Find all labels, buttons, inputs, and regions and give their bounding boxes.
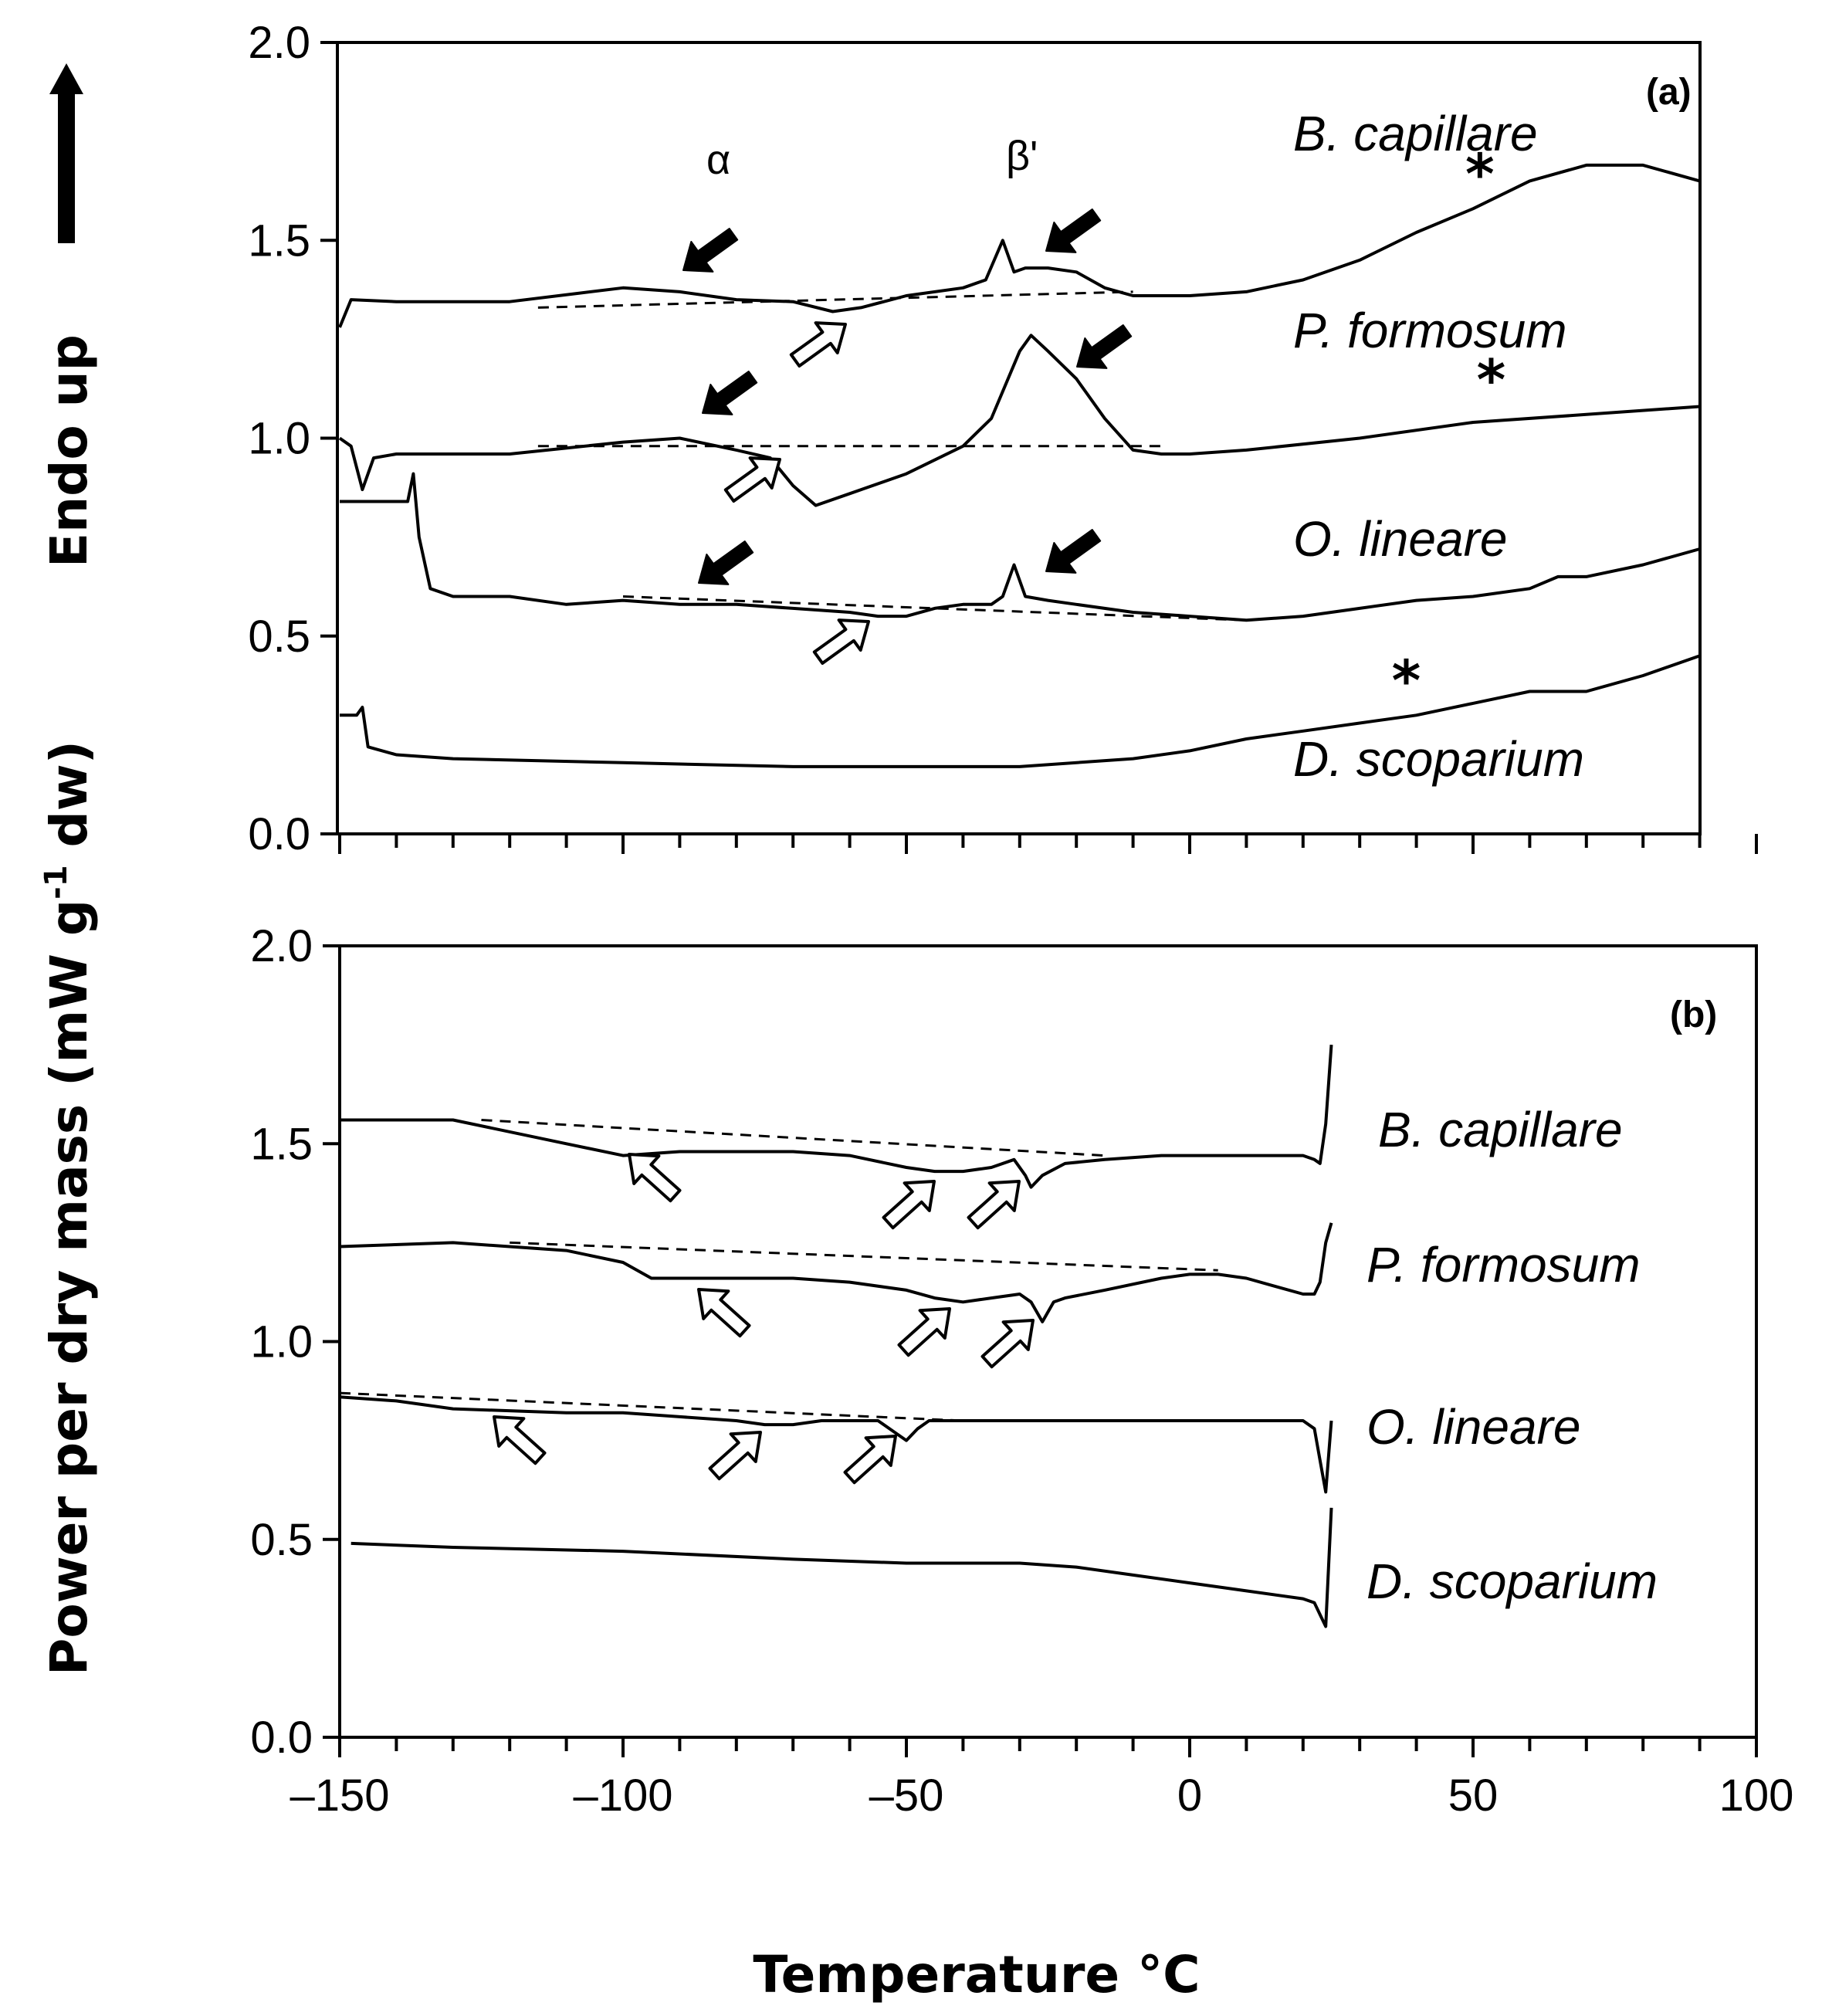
endotherm-arrow-icon (1076, 324, 1133, 369)
y-tick-label: 0.5 (248, 612, 310, 662)
x-tick-label: 100 (1719, 1770, 1794, 1821)
series-label-o-lineare: O. lineare (1293, 511, 1507, 567)
x-axis-title: Temperature °C (753, 1945, 1200, 2004)
star-marker: * (1392, 648, 1421, 713)
y-tick-label: 1.5 (248, 215, 310, 266)
baseline-b-capillare (537, 290, 1133, 309)
x-tick-label: 0 (1177, 1770, 1202, 1821)
y-tick-label: 0.5 (250, 1515, 313, 1565)
star-marker: * (1477, 347, 1506, 412)
series-line-d-scoparium (340, 654, 1701, 768)
series-label-b-capillare: B. capillare (1378, 1102, 1623, 1157)
series-label-p-formosum: P. formosum (1293, 303, 1567, 358)
y-tick-label: 2.0 (248, 18, 310, 68)
panel-b-label: (b) (1670, 994, 1717, 1035)
star-marker: * (1465, 141, 1495, 206)
series-label-b-capillare: B. capillare (1293, 106, 1538, 161)
x-tick-label: 50 (1448, 1770, 1499, 1821)
series-line-o-lineare (339, 1395, 1333, 1494)
x-tick-label: –50 (869, 1770, 944, 1821)
endotherm-arrow-icon (682, 228, 739, 273)
exotherm-arrow-icon (493, 1415, 547, 1465)
exotherm-arrow-icon (723, 456, 781, 503)
y-tick-label: 1.0 (248, 414, 310, 464)
baseline-b-capillare (481, 1119, 1105, 1157)
exotherm-arrow-icon (882, 1180, 936, 1230)
baseline-o-lineare (622, 595, 1247, 622)
endotherm-arrow-icon (698, 540, 754, 585)
panel-b-frame (338, 944, 1758, 1739)
panel-b-axes: 0.0 0.5 1.0 1.5 2.0 –150 –100 –50 0 50 100 (250, 921, 1793, 1821)
endotherm-arrow-icon (702, 371, 758, 415)
exotherm-arrow-icon (967, 1180, 1021, 1230)
exotherm-arrow-icon (628, 1153, 682, 1203)
y-tick-label: 0.0 (248, 809, 310, 859)
endotherm-arrow-icon (1045, 529, 1102, 574)
endotherm-arrow-icon (1045, 208, 1102, 253)
panel-b-plot: B. capillare P. formosum O. lineare D. scop… (339, 1044, 1658, 1628)
series-line-p-formosum (339, 1222, 1333, 1323)
x-tick-label: –100 (573, 1770, 672, 1821)
y-axis-title: Power per dry mass (mW g-1 dw) (39, 740, 99, 1675)
panel-a-axes: 0.0 0.5 1.0 1.5 2.0 (248, 18, 1758, 859)
endo-up-label: Endo up (39, 334, 99, 568)
exotherm-arrow-icon (789, 321, 847, 368)
exotherm-arrow-icon (708, 1431, 762, 1481)
baseline-o-lineare (339, 1391, 963, 1422)
exotherm-arrow-icon (980, 1319, 1035, 1369)
series-line-b-capillare (338, 163, 1701, 328)
baseline-p-formosum (510, 1241, 1218, 1272)
series-label-d-scoparium: D. scoparium (1366, 1554, 1658, 1609)
series-line-p-formosum (338, 334, 1700, 507)
series-line-d-scoparium (351, 1507, 1333, 1628)
panel-a-label: (a) (1646, 72, 1692, 113)
series-label-d-scoparium: D. scoparium (1293, 731, 1584, 787)
exotherm-arrow-icon (843, 1435, 897, 1485)
y-tick-label: 1.5 (250, 1119, 313, 1169)
alpha-annotation: α (706, 137, 730, 183)
exotherm-arrow-icon (897, 1307, 951, 1357)
series-label-p-formosum: P. formosum (1366, 1237, 1641, 1293)
exotherm-arrow-icon (812, 618, 870, 665)
endo-up-arrow-icon (49, 63, 83, 243)
series-line-b-capillare (340, 1044, 1333, 1189)
series-line-o-lineare (340, 472, 1701, 622)
series-label-o-lineare: O. lineare (1366, 1399, 1580, 1455)
exotherm-arrow-icon (697, 1288, 751, 1338)
y-tick-label: 1.0 (250, 1317, 313, 1367)
beta-prime-annotation: β' (1006, 133, 1038, 179)
y-tick-label: 2.0 (250, 921, 313, 971)
x-tick-label: –150 (290, 1770, 389, 1821)
y-tick-label: 0.0 (250, 1713, 313, 1763)
transition-arrows (493, 208, 1133, 1485)
